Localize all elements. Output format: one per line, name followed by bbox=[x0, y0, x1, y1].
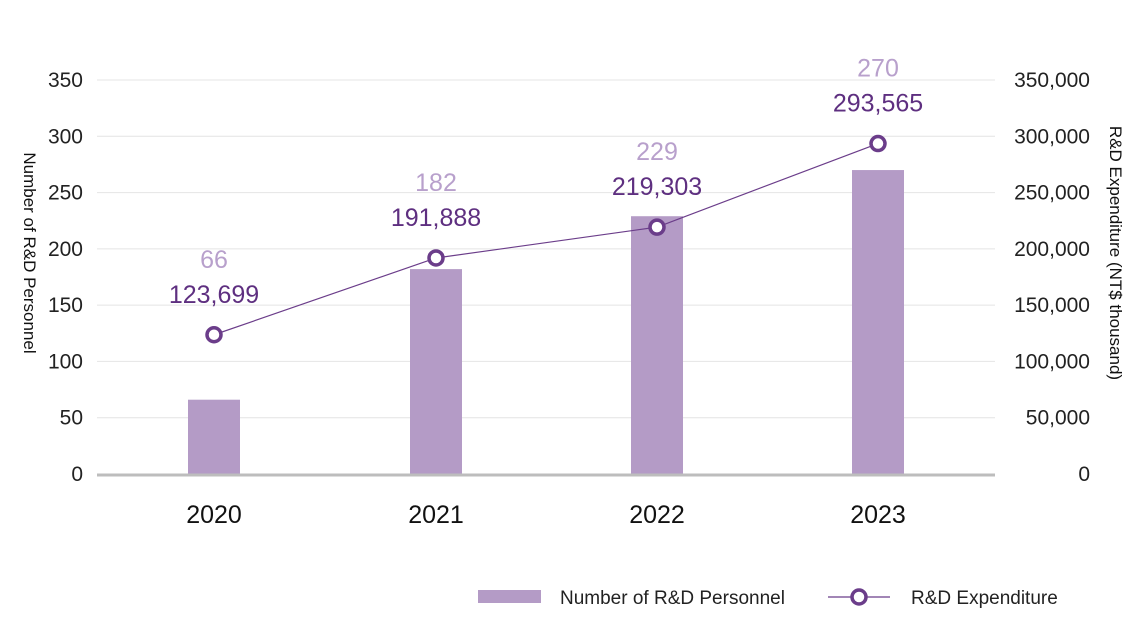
line-marker bbox=[869, 134, 887, 153]
legend: Number of R&D Personnel R&D Expenditure bbox=[478, 588, 1058, 609]
bar-data-label: 66 bbox=[200, 246, 228, 274]
right-y-axis: 0 50,000 100,000 150,000 200,000 250,000 300,0… bbox=[1014, 69, 1090, 486]
right-tick-label: 50,000 bbox=[1026, 407, 1090, 430]
right-tick-label: 0 bbox=[1078, 463, 1090, 486]
right-tick-label: 250,000 bbox=[1014, 182, 1090, 205]
line-data-label: 191,888 bbox=[391, 204, 481, 232]
bar-data-label: 182 bbox=[415, 169, 457, 197]
line-marker bbox=[205, 326, 223, 344]
line-series: 123,699 66 191,888 182 219,303 229 293,565 270 bbox=[169, 55, 923, 344]
left-tick-label: 0 bbox=[71, 463, 83, 486]
line-data-label: 219,303 bbox=[612, 173, 702, 201]
left-tick-label: 50 bbox=[60, 407, 83, 430]
left-y-axis: 0 50 100 150 200 250 300 350 bbox=[48, 69, 83, 486]
left-tick-label: 250 bbox=[48, 182, 83, 205]
line-data-label: 293,565 bbox=[833, 90, 923, 118]
bar bbox=[188, 399, 240, 474]
gridlines bbox=[97, 79, 995, 419]
x-axis: 2020 2021 2022 2023 bbox=[186, 501, 906, 529]
bar-series bbox=[188, 170, 904, 475]
line-marker bbox=[427, 249, 445, 267]
x-tick-label: 2022 bbox=[629, 501, 685, 529]
line-path bbox=[213, 142, 879, 336]
x-tick-label: 2020 bbox=[186, 501, 242, 529]
bar bbox=[631, 216, 683, 474]
bar bbox=[852, 170, 904, 475]
line-data-label: 123,699 bbox=[169, 281, 259, 309]
left-axis-title: Number of R&D Personnel bbox=[20, 152, 39, 353]
right-axis-title: R&D Expenditure (NT$ thousand) bbox=[1106, 126, 1125, 380]
legend-line-marker-icon bbox=[850, 588, 868, 606]
legend-bar-label: Number of R&D Personnel bbox=[560, 588, 785, 609]
left-tick-label: 150 bbox=[48, 294, 83, 317]
bar bbox=[410, 269, 462, 474]
left-tick-label: 300 bbox=[48, 125, 83, 148]
legend-bar-swatch bbox=[478, 590, 541, 603]
right-tick-label: 300,000 bbox=[1014, 125, 1090, 148]
x-tick-label: 2023 bbox=[850, 501, 906, 529]
right-tick-label: 350,000 bbox=[1014, 69, 1090, 92]
x-tick-label: 2021 bbox=[408, 501, 464, 529]
bar-data-label: 270 bbox=[857, 55, 899, 83]
right-tick-label: 150,000 bbox=[1014, 294, 1090, 317]
bar-data-label: 229 bbox=[636, 138, 678, 166]
left-tick-label: 200 bbox=[48, 238, 83, 261]
left-tick-label: 350 bbox=[48, 69, 83, 92]
right-tick-label: 100,000 bbox=[1014, 350, 1090, 373]
right-tick-label: 200,000 bbox=[1014, 238, 1090, 261]
left-tick-label: 100 bbox=[48, 350, 83, 373]
line-marker bbox=[648, 218, 666, 236]
legend-line-label: R&D Expenditure bbox=[911, 588, 1058, 609]
